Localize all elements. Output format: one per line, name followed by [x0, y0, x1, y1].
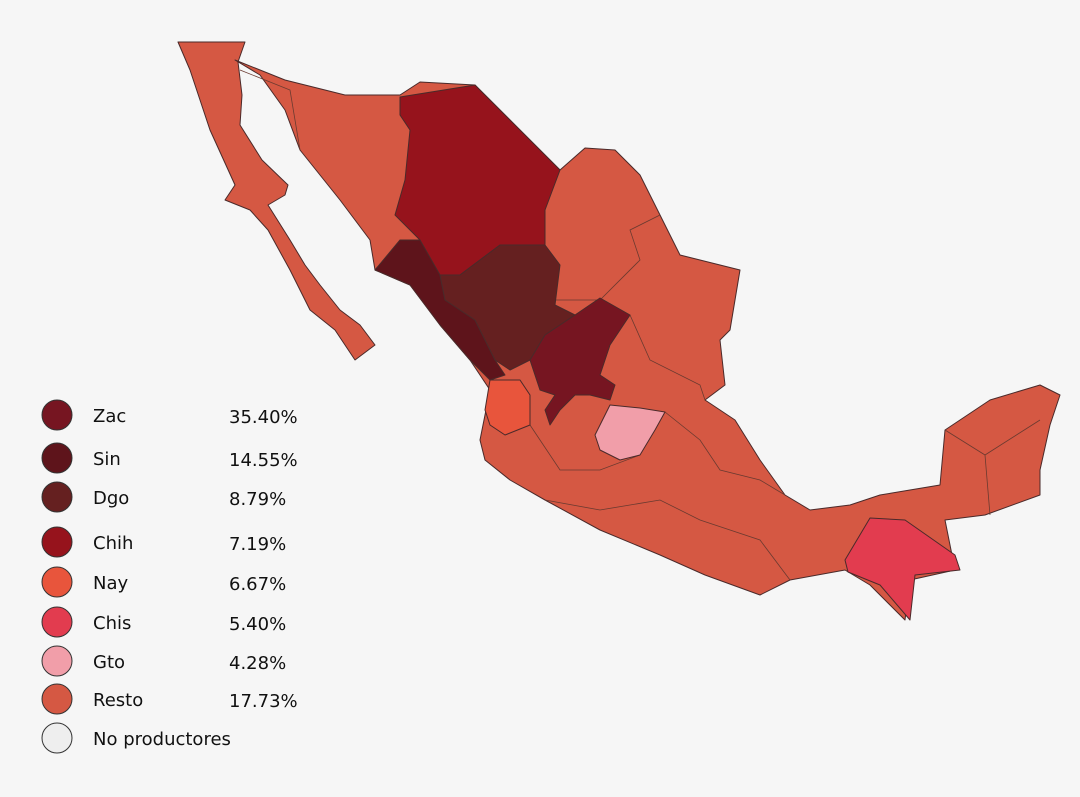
legend-swatch — [41, 722, 73, 754]
legend-share: 7.19% — [229, 534, 286, 555]
legend-share: 14.55% — [229, 450, 298, 471]
legend-label: Gto — [93, 652, 125, 673]
state-region — [484, 379, 531, 436]
state-border — [629, 314, 706, 401]
legend-share: 4.28% — [229, 653, 286, 674]
state-border — [664, 411, 786, 496]
map — [177, 41, 1061, 621]
legend-swatch — [41, 606, 73, 638]
state-border — [239, 69, 301, 151]
legend-label: Nay — [93, 573, 128, 594]
legend-share: 8.79% — [229, 489, 286, 510]
legend-label: Resto — [93, 690, 143, 711]
legend-label: Chih — [93, 533, 133, 554]
legend-label: Chis — [93, 613, 131, 634]
state-border — [555, 214, 661, 301]
legend-label: Dgo — [93, 488, 129, 509]
state-border — [984, 454, 991, 516]
legend-swatch — [41, 481, 73, 513]
legend-share: 35.40% — [229, 407, 298, 428]
legend-swatch — [41, 683, 73, 715]
state-border — [529, 424, 641, 471]
legend-swatch — [41, 399, 73, 431]
state-region — [594, 404, 666, 461]
legend-share: 5.40% — [229, 614, 286, 635]
legend-share: 17.73% — [229, 691, 298, 712]
state-region — [844, 517, 961, 621]
state-region — [177, 41, 376, 361]
legend-swatch — [41, 645, 73, 677]
legend-label: Zac — [93, 406, 126, 427]
legend-share: 6.67% — [229, 574, 286, 595]
state-border — [544, 499, 791, 581]
legend: Zac 35.40% Sin 14.55% Dgo 8.79% Chih 7.19% Nay 6.… — [41, 399, 298, 754]
legend-swatch — [41, 566, 73, 598]
legend-label: Sin — [93, 449, 121, 470]
state-region — [529, 297, 631, 426]
legend-swatch — [41, 526, 73, 558]
legend-label: No productores — [93, 729, 231, 750]
legend-swatch — [41, 442, 73, 474]
